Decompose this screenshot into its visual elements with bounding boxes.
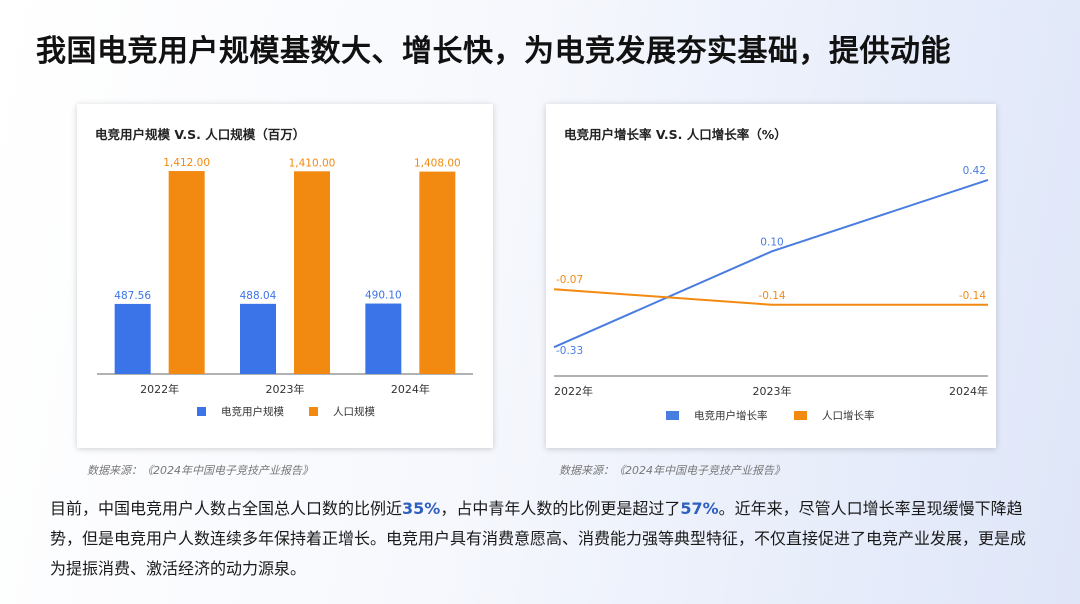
data-label: 1,408.00: [414, 158, 461, 170]
body-text-part: 。近年来，尽管人口增长率呈现缓慢下降趋势，但是电竞用户人数连续多年保持着正增长。…: [50, 499, 1027, 578]
data-label: 488.04: [240, 290, 277, 302]
legend-swatch: [197, 407, 206, 416]
x-tick-label: 2022年: [140, 382, 179, 396]
body-text-part: 目前，中国电竞用户人数占全国总人口数的比例近: [50, 499, 403, 518]
highlight-value: 57%: [680, 499, 719, 518]
legend-swatch: [666, 411, 679, 420]
data-source: 数据来源：《2024年中国电子竞技产业报告》: [559, 464, 785, 477]
bar: [365, 303, 402, 374]
data-label: -0.14: [959, 290, 986, 302]
series-line: [553, 178, 989, 349]
chart-title: 电竞用户增长率 V.S. 人口增长率（%）: [564, 127, 787, 142]
bar-chart: 2022年 487.56 1,412.00 2023年 488.04 1,410.00 20…: [97, 157, 473, 418]
bar: [240, 303, 276, 374]
data-label: 487.56: [114, 290, 151, 302]
bar: [114, 303, 151, 374]
data-label: -0.33: [556, 345, 583, 357]
data-label: 1,410.00: [289, 157, 336, 169]
chart-title: 电竞用户规模 V.S. 人口规模（百万）: [95, 127, 306, 142]
data-label: -0.14: [758, 290, 785, 302]
data-label: -0.07: [556, 274, 583, 286]
data-label: 0.10: [760, 236, 783, 248]
legend-swatch: [309, 407, 318, 416]
body-paragraph: 目前，中国电竞用户人数占全国总人口数的比例近35%，占中青年人数的比例更是超过了…: [50, 494, 1040, 584]
highlight-value: 35%: [402, 499, 441, 518]
legend-label: 人口规模: [333, 405, 375, 418]
series-line: [553, 288, 988, 306]
x-tick-label: 2023年: [266, 382, 305, 396]
page-title: 我国电竞用户规模基数大、增长快，为电竞发展夯实基础，提供动能: [36, 34, 951, 69]
x-tick-label: 2024年: [391, 382, 430, 396]
chart-card-growth: 电竞用户增长率 V.S. 人口增长率（%） 2022年 2023年 2024年 -0.…: [546, 104, 996, 448]
data-label: 490.10: [365, 290, 402, 302]
legend-label: 电竞用户增长率: [694, 409, 768, 422]
data-source: 数据来源：《2024年中国电子竞技产业报告》: [87, 464, 313, 477]
bar: [168, 171, 205, 374]
legend-swatch: [794, 411, 807, 420]
x-tick-label: 2024年: [949, 384, 988, 398]
bar: [294, 171, 330, 374]
bar: [419, 171, 456, 374]
data-label: 1,412.00: [163, 157, 210, 169]
x-tick-label: 2023年: [753, 384, 792, 398]
legend-label: 人口增长率: [822, 409, 875, 422]
x-tick-label: 2022年: [554, 384, 593, 398]
legend-label: 电竞用户规模: [221, 405, 284, 418]
data-label: 0.42: [963, 165, 986, 177]
chart-card-population: 电竞用户规模 V.S. 人口规模（百万） 2022年 487.56 1,412.00…: [77, 104, 493, 448]
body-text-part: ，占中青年人数的比例更是超过了: [440, 499, 681, 518]
line-chart: 2022年 2023年 2024年 -0.33 0.10 0.42 -0.07 -0.14 -0…: [553, 165, 989, 422]
